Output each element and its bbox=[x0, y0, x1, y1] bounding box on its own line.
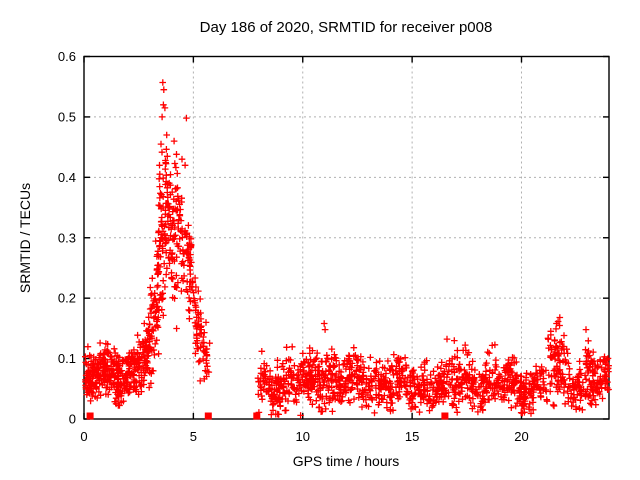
y-tick-label: 0.5 bbox=[58, 109, 76, 124]
y-tick-label: 0.6 bbox=[58, 49, 76, 64]
tick-labels: 0 5 10 15 20 0 0.1 0.2 0.3 0.4 0.5 0.6 bbox=[58, 49, 529, 444]
y-axis-label: SRMTID / TECUs bbox=[17, 183, 33, 293]
srmtid-plus-markers bbox=[82, 79, 612, 419]
x-tick-label: 10 bbox=[296, 429, 310, 444]
scatter-points bbox=[82, 79, 612, 420]
zero-square-marker bbox=[441, 412, 449, 420]
x-tick-label: 0 bbox=[80, 429, 87, 444]
y-tick-label: 0.2 bbox=[58, 291, 76, 306]
plot-border bbox=[83, 55, 610, 420]
y-tick-label: 0.4 bbox=[58, 170, 76, 185]
y-tick-label: 0 bbox=[69, 412, 76, 427]
zero-square-marker bbox=[253, 412, 261, 420]
x-tick-label: 20 bbox=[514, 429, 528, 444]
y-tick-label: 0.3 bbox=[58, 230, 76, 245]
chart-title: Day 186 of 2020, SRMTID for receiver p00… bbox=[200, 19, 493, 36]
zero-square-marker bbox=[86, 412, 94, 420]
x-tick-label: 5 bbox=[190, 429, 197, 444]
y-tick-label: 0.1 bbox=[58, 351, 76, 366]
x-axis-label: GPS time / hours bbox=[293, 453, 400, 469]
x-tick-label: 15 bbox=[405, 429, 419, 444]
grid-lines bbox=[84, 56, 609, 419]
zero-square-marker bbox=[204, 412, 212, 420]
